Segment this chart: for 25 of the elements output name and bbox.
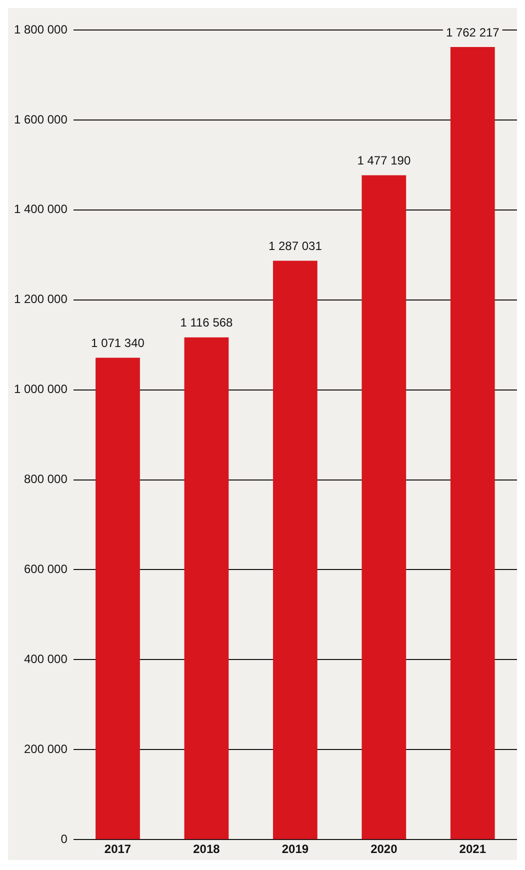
y-tick-label: 200 000: [24, 742, 68, 756]
data-label: 1 287 031: [268, 239, 322, 254]
y-tick-label: 1 000 000: [14, 382, 68, 396]
y-tick-label: 1 800 000: [14, 22, 68, 36]
x-tick-label: 2017: [104, 842, 132, 856]
data-label: 1 477 190: [357, 154, 411, 168]
y-tick-label: 400 000: [24, 652, 68, 666]
data-label: 1 116 568: [180, 316, 234, 330]
bar: [362, 175, 406, 840]
y-tick-label: 600 000: [24, 562, 68, 576]
bar: [273, 260, 318, 840]
x-tick-label: 2019: [282, 842, 309, 856]
x-tick-label: 2021: [459, 842, 486, 856]
data-label: 1 762 217: [446, 25, 500, 40]
x-tick-label: 2018: [193, 842, 220, 856]
y-tick-label: 1 200 000: [14, 292, 68, 306]
y-tick-label: 0: [60, 832, 68, 846]
bar: [184, 337, 229, 840]
y-tick-label: 800 000: [24, 472, 68, 486]
bar: [450, 46, 495, 840]
y-tick-label: 1 400 000: [14, 202, 68, 216]
bar: [96, 358, 140, 840]
y-tick-label: 1 600 000: [14, 112, 68, 126]
data-label: 1 071 340: [91, 336, 145, 350]
x-tick-label: 2020: [370, 842, 398, 856]
